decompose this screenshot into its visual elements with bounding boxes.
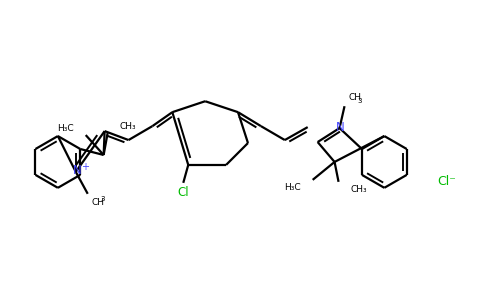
Text: CH: CH bbox=[91, 198, 105, 207]
Text: N: N bbox=[336, 121, 345, 134]
Text: N: N bbox=[73, 164, 81, 177]
Text: +: + bbox=[81, 162, 89, 172]
Text: H₃C: H₃C bbox=[57, 124, 74, 133]
Text: Cl⁻: Cl⁻ bbox=[438, 176, 456, 188]
Text: CH₃: CH₃ bbox=[350, 185, 367, 194]
Text: H₃C: H₃C bbox=[284, 183, 301, 192]
Text: 3: 3 bbox=[358, 98, 362, 104]
Text: CH₃: CH₃ bbox=[120, 122, 136, 130]
Text: Cl: Cl bbox=[178, 186, 189, 199]
Text: CH: CH bbox=[348, 93, 362, 102]
Text: 3: 3 bbox=[101, 196, 105, 202]
